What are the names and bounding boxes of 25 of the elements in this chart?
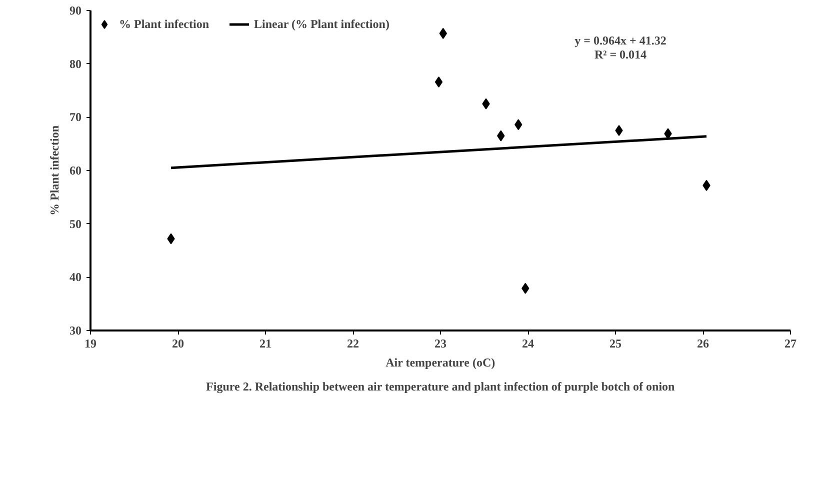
- x-tick-label: 23: [434, 336, 446, 350]
- y-tick-label: 50: [70, 216, 82, 231]
- y-tick-label: 70: [70, 110, 82, 124]
- annotation: R² = 0.014: [594, 48, 647, 62]
- y-axis-title: % Plant infection: [48, 125, 62, 216]
- x-tick-label: 24: [522, 336, 534, 350]
- x-tick-label: 25: [610, 336, 622, 350]
- x-tick-label: 26: [697, 336, 709, 350]
- point: [615, 125, 623, 136]
- text: Figure 2. Relationship between air temperature and plant infection of purple botch of onion: [206, 380, 676, 394]
- x-tick-label: 27: [784, 336, 796, 350]
- x-tick-label: 19: [84, 336, 96, 350]
- x-tick-label: 22: [347, 336, 359, 350]
- legend-label: % Plant infection: [119, 16, 209, 32]
- annotation: y = 0.964x + 41.32: [574, 34, 666, 48]
- x-tick-label: 20: [172, 336, 184, 350]
- y-tick-label: 80: [70, 56, 82, 71]
- y-tick-label: 40: [70, 270, 82, 284]
- x-tick-label: 21: [260, 336, 272, 350]
- y-tick-label: 60: [70, 164, 82, 178]
- x-axis-title: Air temperature (oC): [386, 356, 496, 370]
- legend-label: Linear (% Plant infection): [254, 16, 390, 32]
- point: [434, 76, 443, 88]
- y-tick-label: 30: [70, 324, 82, 338]
- y-tick-label: 90: [70, 4, 82, 18]
